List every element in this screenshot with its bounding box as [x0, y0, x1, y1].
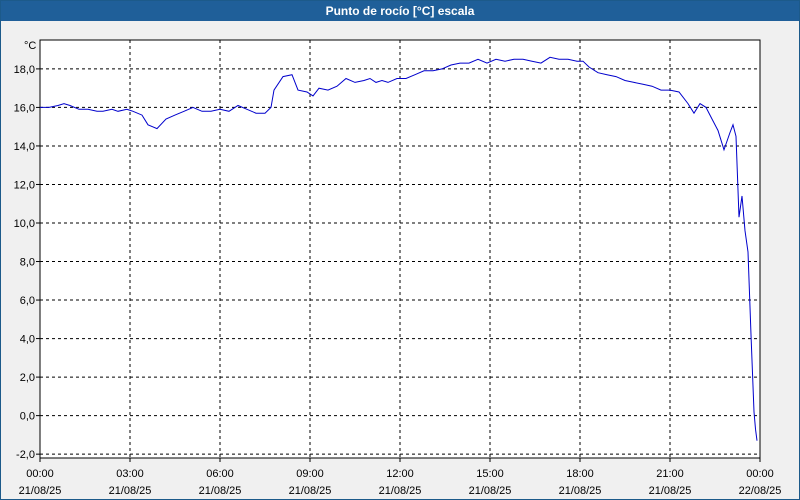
- dew-point-series-line: [40, 56, 758, 441]
- x-axis-ticks: 00:00 21/08/25 03:00 21/08/25 06:00 21/08/25 0…: [19, 458, 782, 497]
- series-layer: [40, 56, 758, 441]
- grid: [40, 40, 760, 458]
- x-tick-time-label: 12:00: [386, 468, 414, 480]
- x-tick-date-label: 21/08/25: [559, 485, 602, 497]
- x-tick-time-label: 03:00: [116, 468, 144, 480]
- y-tick-label: 14,0: [14, 141, 35, 153]
- y-tick-label: 8,0: [20, 257, 35, 269]
- x-tick-date-label: 21/08/25: [19, 485, 62, 497]
- y-tick-label: 0,0: [20, 411, 35, 423]
- y-axis-ticks: 18,0 16,0 14,0 12,0 10,0 8,0 6,0 4,0 2,0 0,0 -2,0: [14, 64, 40, 461]
- y-tick-label: 4,0: [20, 334, 35, 346]
- x-tick-time-label: 15:00: [476, 468, 504, 480]
- x-tick-time-label: 00:00: [746, 468, 774, 480]
- x-tick-date-label: 21/08/25: [649, 485, 692, 497]
- y-tick-label: 10,0: [14, 218, 35, 230]
- x-tick-date-label: 21/08/25: [109, 485, 152, 497]
- y-tick-label: 18,0: [14, 64, 35, 76]
- y-tick-label: 12,0: [14, 179, 35, 191]
- x-tick-date-label: 21/08/25: [199, 485, 242, 497]
- x-tick-time-label: 18:00: [566, 468, 594, 480]
- x-tick-date-label: 22/08/25: [739, 485, 782, 497]
- y-tick-label: 16,0: [14, 102, 35, 114]
- y-tick-label: 6,0: [20, 295, 35, 307]
- x-tick-date-label: 21/08/25: [289, 485, 332, 497]
- x-tick-time-label: 21:00: [656, 468, 684, 480]
- x-tick-date-label: 21/08/25: [379, 485, 422, 497]
- chart-title: Punto de rocío [°C] escala: [1, 1, 799, 21]
- x-tick-date-label: 21/08/25: [469, 485, 512, 497]
- x-tick-time-label: 06:00: [206, 468, 234, 480]
- x-tick-time-label: 00:00: [26, 468, 54, 480]
- y-axis-unit-label: °C: [24, 40, 36, 52]
- y-tick-label: 2,0: [20, 372, 35, 384]
- x-tick-time-label: 09:00: [296, 468, 324, 480]
- y-tick-label: -2,0: [16, 449, 35, 461]
